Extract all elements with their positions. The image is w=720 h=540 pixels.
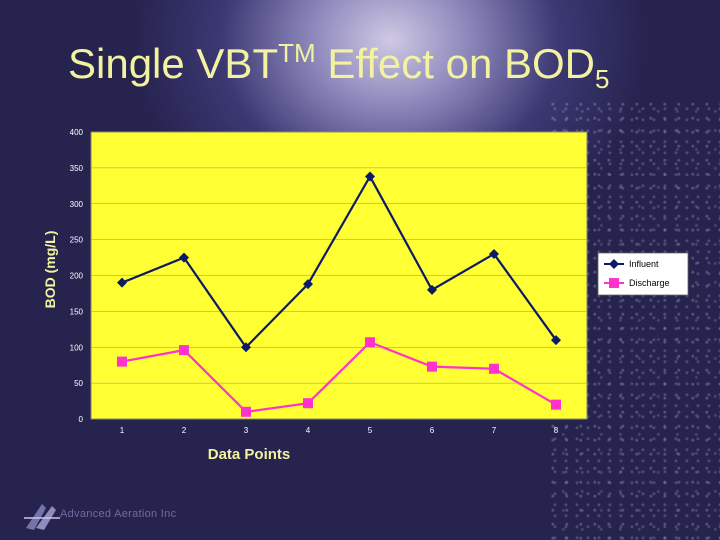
data-point xyxy=(179,252,189,263)
legend-label: Influent xyxy=(629,259,659,269)
y-tick-label: 250 xyxy=(70,236,84,245)
y-tick-label: 0 xyxy=(79,415,84,424)
slide-title: Single VBTTM Effect on BOD5 xyxy=(68,38,610,94)
data-point xyxy=(427,284,437,295)
data-point xyxy=(365,171,375,182)
data-point xyxy=(241,406,251,417)
x-tick-label: 8 xyxy=(554,426,559,435)
x-tick-label: 3 xyxy=(244,426,249,435)
y-tick-label: 50 xyxy=(74,379,83,388)
x-tick-label: 6 xyxy=(430,426,435,435)
series-line-discharge xyxy=(121,340,557,413)
y-tick-label: 350 xyxy=(70,164,84,173)
data-point xyxy=(365,337,375,348)
data-point xyxy=(427,361,437,372)
data-point xyxy=(609,278,619,288)
x-tick-label: 7 xyxy=(492,426,497,435)
data-point xyxy=(551,335,561,346)
x-tick-label: 1 xyxy=(120,426,125,435)
data-point xyxy=(117,356,127,367)
title-subscript: 5 xyxy=(595,64,610,94)
data-point xyxy=(609,259,619,269)
data-point xyxy=(303,398,313,409)
y-axis-label: BOD (mg/L) xyxy=(42,231,58,309)
y-tick-label: 200 xyxy=(70,272,84,281)
data-point xyxy=(117,277,127,288)
y-tick-label: 400 xyxy=(70,128,84,137)
logo-icon xyxy=(24,504,60,530)
legend-label: Discharge xyxy=(629,278,670,288)
x-tick-label: 2 xyxy=(182,426,187,435)
data-point xyxy=(241,342,251,353)
y-tick-label: 100 xyxy=(70,343,84,352)
trademark-superscript: TM xyxy=(278,38,316,68)
company-logo: Advanced Aeration Inc xyxy=(22,498,182,534)
series-line-influent xyxy=(121,174,557,349)
logo-text: Advanced Aeration Inc xyxy=(60,508,177,520)
data-point xyxy=(179,345,189,356)
data-point xyxy=(489,248,499,259)
x-axis-label: Data Points xyxy=(208,446,291,463)
x-tick-label: 4 xyxy=(306,426,311,435)
y-tick-label: 300 xyxy=(70,200,84,209)
y-tick-label: 150 xyxy=(70,307,84,316)
data-point xyxy=(303,279,313,290)
data-point xyxy=(551,399,561,410)
data-point xyxy=(489,363,499,374)
x-tick-label: 5 xyxy=(368,426,373,435)
